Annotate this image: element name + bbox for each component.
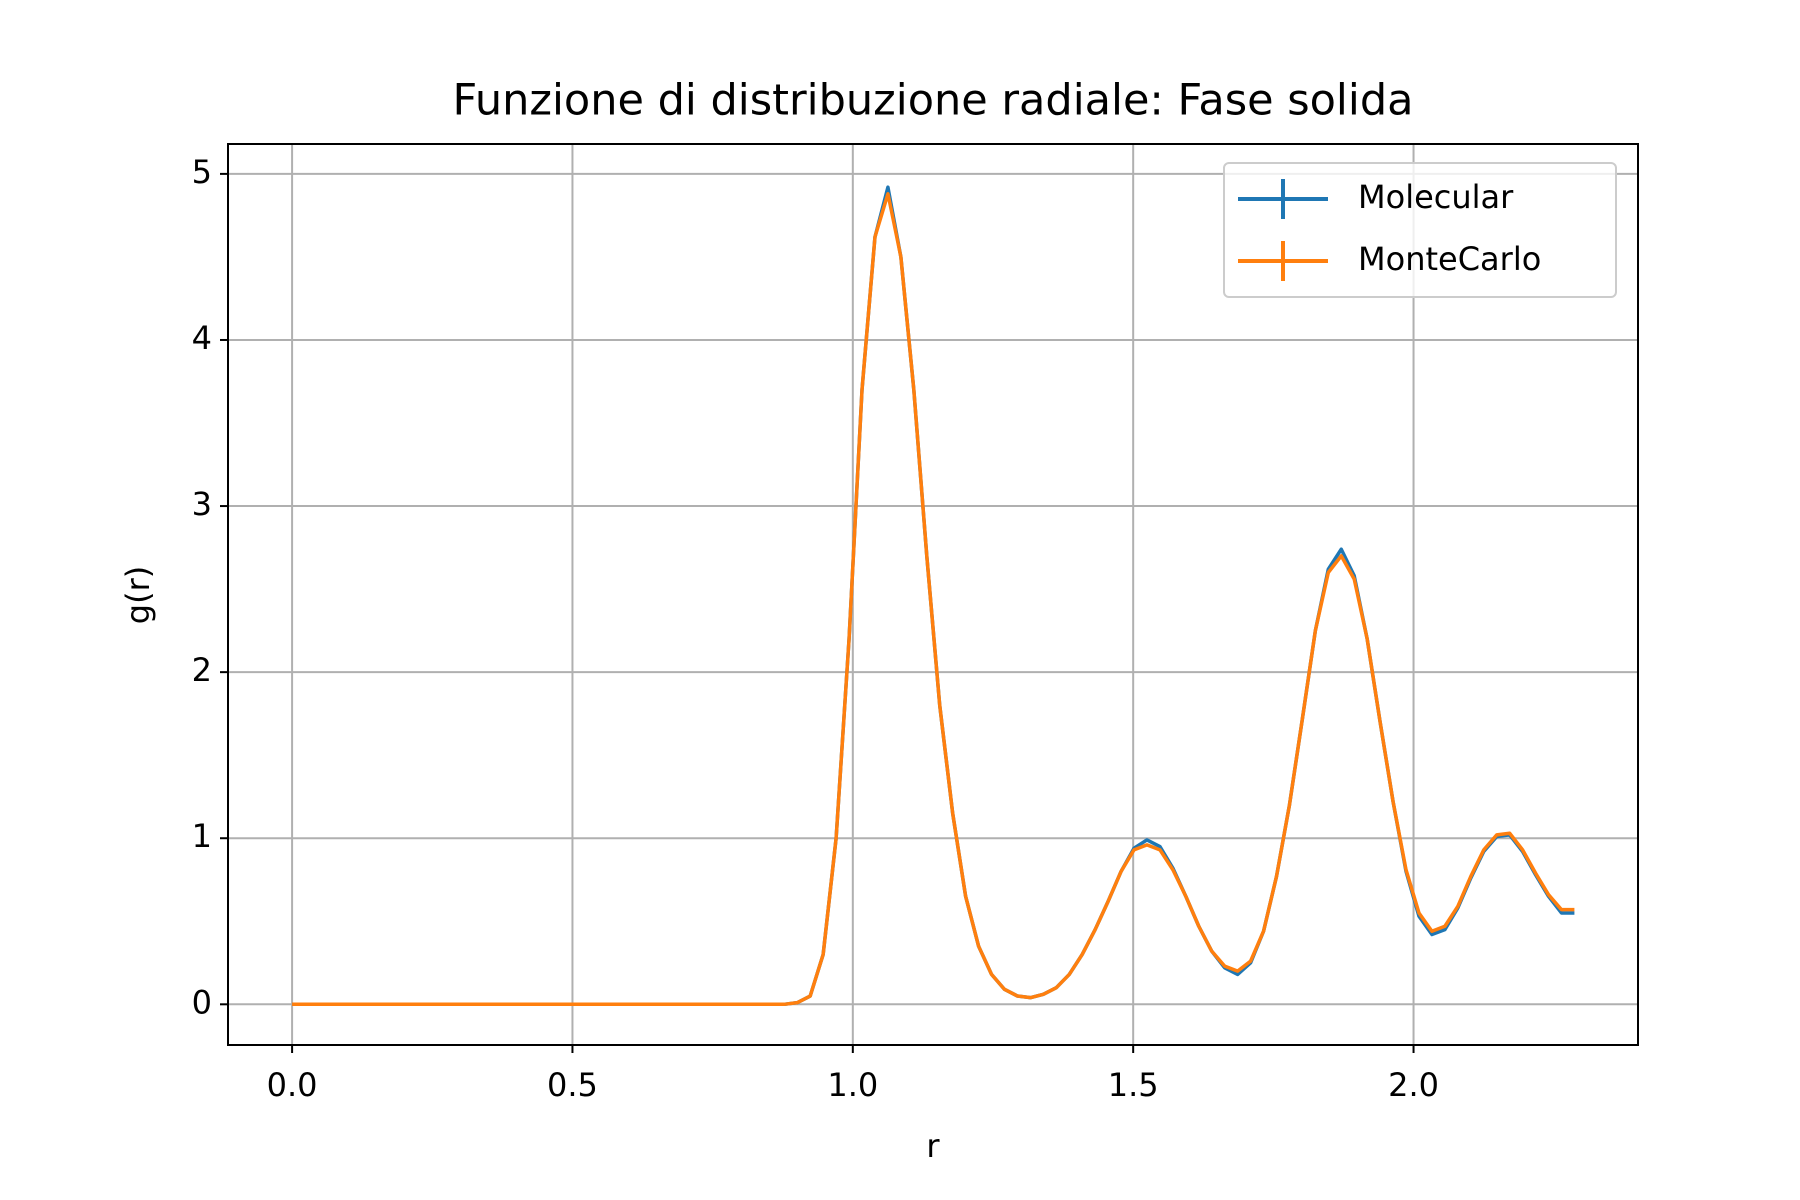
y-tick-label: 3 — [192, 485, 212, 523]
legend-label: MonteCarlo — [1358, 240, 1541, 278]
x-tick-label: 1.0 — [827, 1066, 878, 1104]
x-tick-label: 1.5 — [1108, 1066, 1159, 1104]
x-tick-label: 2.0 — [1388, 1066, 1439, 1104]
y-tick-label: 4 — [192, 319, 212, 357]
y-axis-label: g(r) — [119, 566, 157, 624]
plot-frame — [227, 143, 1639, 1046]
y-tick-label: 0 — [192, 983, 212, 1021]
legend: Molecular MonteCarlo — [1223, 162, 1617, 298]
legend-label: Molecular — [1358, 178, 1514, 216]
chart-title: Funzione di distribuzione radiale: Fase … — [453, 76, 1414, 126]
legend-box — [1223, 162, 1617, 298]
data-line — [292, 192, 1575, 1007]
y-tick-label: 2 — [192, 651, 212, 689]
x-axis-label: r — [926, 1127, 940, 1165]
data-line — [292, 185, 1575, 1007]
x-tick-label: 0.0 — [267, 1066, 318, 1104]
y-tick-label: 1 — [192, 817, 212, 855]
y-tick-label: 5 — [192, 153, 212, 191]
x-tick-label: 0.5 — [547, 1066, 598, 1104]
